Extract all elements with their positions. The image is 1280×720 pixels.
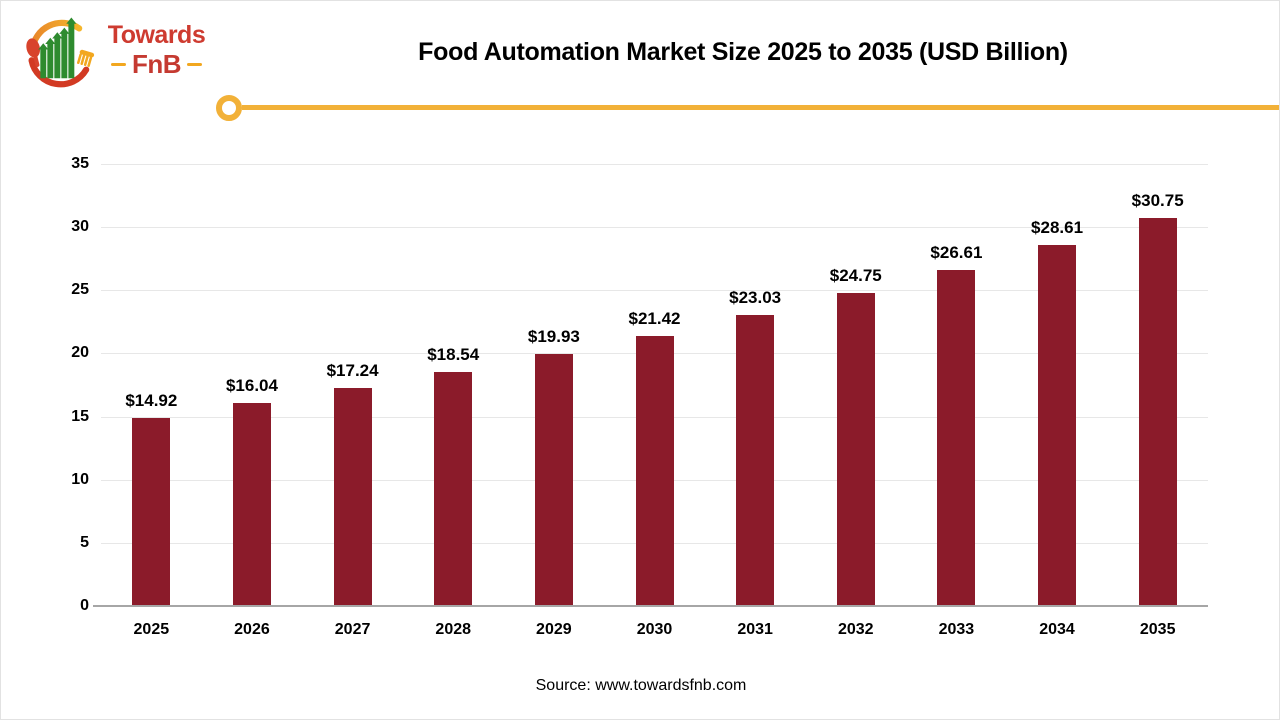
bar-value-label: $24.75 [829, 266, 882, 286]
bar-value-label: $16.04 [225, 376, 278, 396]
x-tick-label: 2030 [636, 621, 673, 638]
bar-value-label: $17.24 [326, 361, 379, 381]
x-tick-label: 2029 [536, 621, 572, 638]
y-tick-label: 15 [71, 407, 89, 425]
bar-2031 [736, 315, 775, 606]
gridline [101, 227, 1208, 229]
x-tick-label: 2025 [133, 621, 170, 638]
bar-2027 [333, 388, 372, 606]
growth-bars-icon [38, 17, 77, 79]
brand-logo-text: Towards FnB [105, 21, 208, 79]
bar-value-label: $21.42 [628, 308, 681, 328]
x-tick-label: 2034 [1039, 621, 1075, 638]
gridline [101, 290, 1208, 292]
bar-value-label: $28.61 [1031, 217, 1084, 237]
bar-2025 [132, 417, 171, 606]
bar-2029 [534, 354, 573, 606]
fork-icon [77, 49, 95, 67]
bar-2034 [1038, 244, 1077, 606]
bar-2033 [937, 269, 976, 606]
spoon-icon [26, 38, 41, 67]
brand-name-bottom: FnB [132, 49, 182, 79]
bar-value-label: $30.75 [1131, 190, 1184, 210]
bar-value-label: $26.61 [930, 242, 983, 262]
x-tick-label: 2033 [938, 621, 975, 638]
source-text: Source: www.towardsfnb.com [535, 677, 747, 694]
y-tick-label: 20 [71, 344, 89, 362]
divider-ring [216, 95, 242, 121]
bar-value-label: $19.93 [527, 327, 580, 347]
chart-title: Food Automation Market Size 2025 to 2035… [418, 38, 1068, 66]
y-tick-label: 35 [71, 155, 89, 172]
brand-logo-icon [26, 17, 95, 88]
divider-line [242, 105, 1279, 110]
bar-2032 [836, 293, 875, 606]
plot-area: $14.92 $16.04 $17.24 $18.54 $19.93 $21.42 $23.… [101, 164, 1208, 606]
x-tick-label: 2032 [837, 621, 874, 638]
bar-2028 [434, 371, 473, 606]
y-tick-label: 25 [71, 281, 89, 299]
bar-value-label: $14.92 [125, 390, 178, 410]
logo-left-dash [111, 62, 126, 66]
x-axis-line [93, 605, 1208, 607]
logo-right-dash [187, 62, 203, 66]
bar-2030 [635, 335, 674, 606]
y-tick-label: 30 [71, 218, 89, 236]
x-tick-label: 2027 [334, 621, 371, 638]
brand-logo: Towards FnB [23, 11, 208, 91]
x-tick-label: 2026 [234, 621, 270, 638]
x-tick-label: 2028 [435, 621, 472, 638]
brand-name-top: Towards [107, 21, 206, 49]
bar-value-label: $23.03 [729, 288, 782, 308]
x-tick-label: 2031 [737, 621, 773, 638]
y-tick-label: 0 [80, 597, 89, 614]
bar-2035 [1138, 217, 1177, 606]
gridline [101, 164, 1208, 165]
bar-value-label: $18.54 [427, 344, 480, 364]
y-tick-label: 5 [80, 533, 89, 551]
y-tick-label: 10 [71, 470, 89, 488]
bar-2026 [232, 403, 271, 606]
x-tick-label: 2035 [1139, 621, 1176, 638]
